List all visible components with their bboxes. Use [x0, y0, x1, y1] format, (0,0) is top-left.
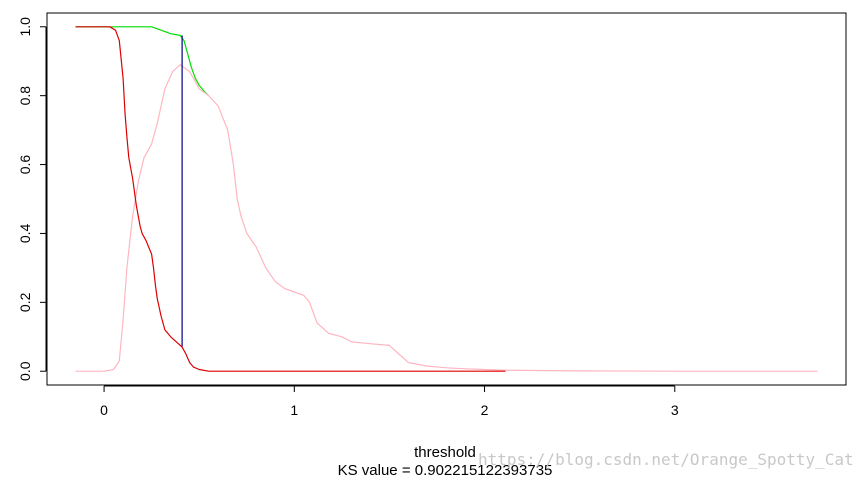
y-tick-label: 0.2 [17, 292, 33, 312]
y-tick-label: 1.0 [17, 17, 33, 37]
x-tick-label: 1 [290, 402, 298, 418]
x-tick-label: 2 [481, 402, 489, 418]
y-axis: 0.0 0.2 0.4 0.6 0.8 1.0 [17, 17, 47, 381]
watermark-text: https://blog.csdn.net/Orange_Spotty_Cat [478, 450, 854, 469]
x-axis-title: threshold [414, 444, 476, 461]
y-tick-label: 0.8 [17, 86, 33, 106]
y-tick-label: 0.4 [17, 224, 33, 244]
x-tick-label: 3 [671, 402, 679, 418]
y-tick-label: 0.0 [17, 361, 33, 381]
x-tick-label: 0 [100, 402, 108, 418]
series-layer [75, 26, 818, 372]
plot-frame [46, 12, 847, 386]
tpr-line [75, 26, 210, 97]
cutoff-density-line [75, 64, 818, 372]
ks-value-label: KS value = 0.902215122393735 [338, 462, 553, 479]
y-tick-label: 0.6 [17, 155, 33, 175]
fpr-line [75, 26, 506, 372]
x-axis: 0 1 2 3 [100, 385, 679, 418]
